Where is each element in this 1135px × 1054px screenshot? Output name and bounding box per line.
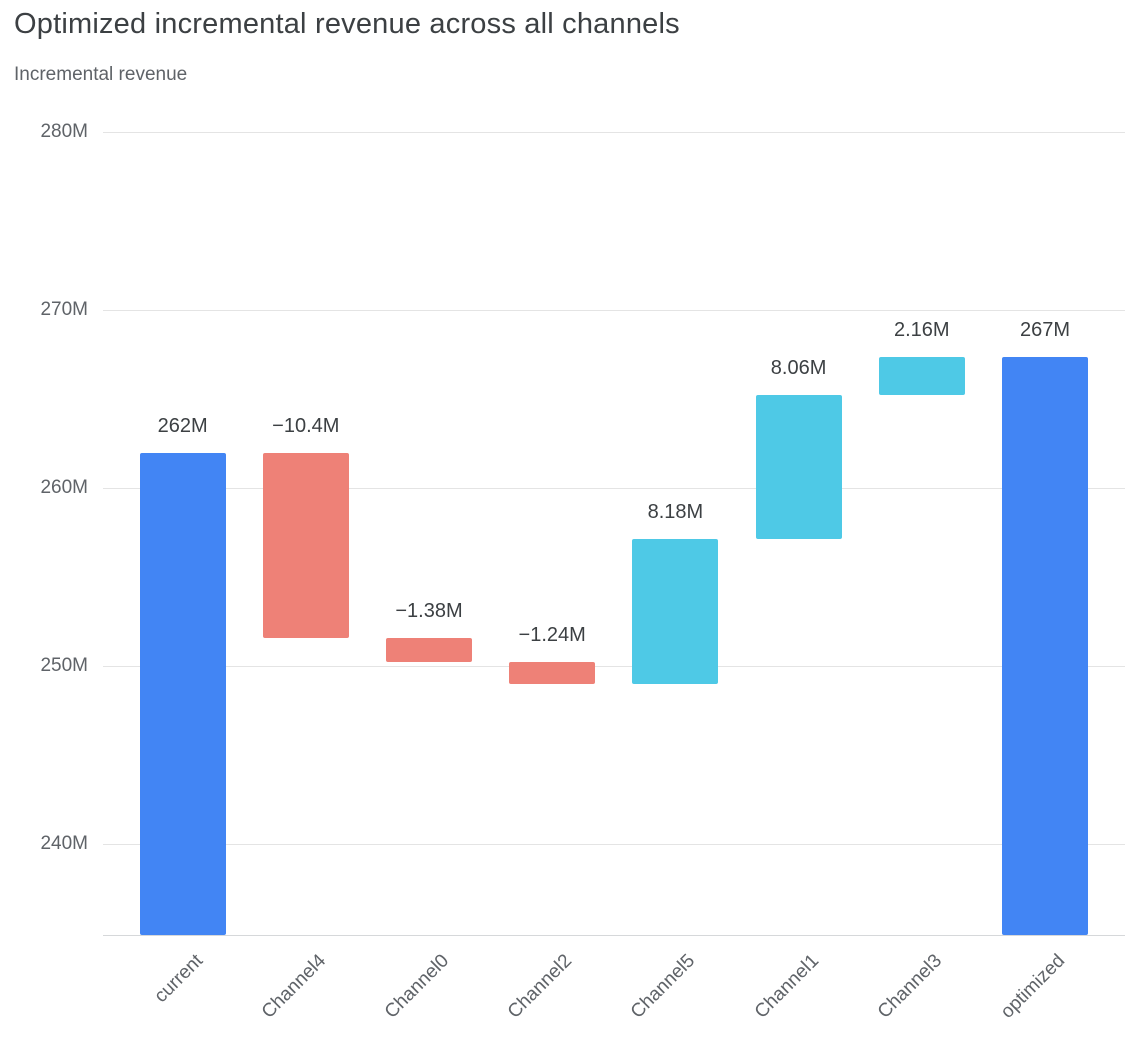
chart-subtitle: Incremental revenue <box>14 64 188 85</box>
x-axis-label-optimized: optimized <box>996 950 1070 1023</box>
bar-value-label: −1.38M <box>395 599 463 622</box>
bar-value-label: 8.06M <box>770 357 827 380</box>
y-axis-tick-label: 270M <box>40 299 88 321</box>
x-axis-label-Channel2: Channel2 <box>503 950 577 1023</box>
gridline <box>103 132 1125 134</box>
x-axis-label-Channel1: Channel1 <box>750 950 823 1023</box>
gridline <box>103 666 1125 668</box>
waterfall-bar-Channel4 <box>262 452 349 638</box>
bar-value-label: 8.18M <box>647 500 704 523</box>
y-axis-tick-label: 260M <box>40 477 88 499</box>
waterfall-bar-current <box>139 452 226 935</box>
y-axis-tick-label: 250M <box>40 655 88 677</box>
x-axis-label-Channel0: Channel0 <box>380 950 454 1023</box>
x-axis-label-Channel3: Channel3 <box>873 950 946 1023</box>
gridline <box>103 844 1125 846</box>
bar-value-label: 262M <box>157 414 208 437</box>
waterfall-bar-Channel0 <box>386 637 472 663</box>
x-axis-label-Channel5: Channel5 <box>627 950 700 1023</box>
bar-value-label: 2.16M <box>894 318 950 341</box>
waterfall-bar-Channel2 <box>509 662 596 685</box>
x-axis-label-Channel4: Channel4 <box>257 950 330 1023</box>
waterfall-bar-Channel5 <box>632 538 719 685</box>
waterfall-bar-optimized <box>1002 356 1088 935</box>
waterfall-bar-Channel3 <box>878 356 965 396</box>
bar-value-label: −10.4M <box>272 414 340 437</box>
waterfall-bar-Channel1 <box>755 395 842 539</box>
y-axis-tick-label: 240M <box>40 833 88 855</box>
y-axis-tick-label: 280M <box>40 121 88 143</box>
chart-title: Optimized incremental revenue across all… <box>14 8 680 40</box>
gridline <box>103 310 1125 312</box>
bar-value-label: −1.24M <box>518 624 586 647</box>
x-axis-line <box>103 935 1125 936</box>
bar-value-label: 267M <box>1019 318 1071 341</box>
x-axis-label-current: current <box>150 950 207 1007</box>
gridline <box>103 488 1125 490</box>
